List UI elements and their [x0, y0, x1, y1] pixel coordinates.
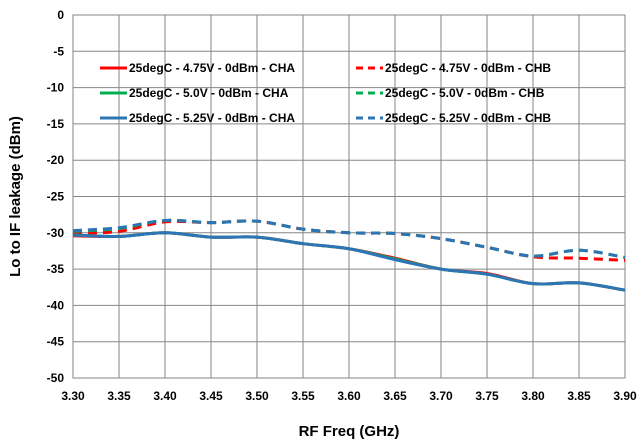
y-tick-label: -10 — [47, 81, 65, 95]
plot-area — [72, 14, 626, 379]
legend-label: 25degC - 5.25V - 0dBm - CHB — [385, 111, 551, 125]
legend-label: 25degC - 5.25V - 0dBm - CHA — [129, 111, 295, 125]
x-tick-label: 3.60 — [337, 389, 361, 403]
y-tick-label: -40 — [47, 298, 65, 312]
x-tick-label: 3.55 — [291, 389, 315, 403]
legend-item: 25degC - 5.25V - 0dBm - CHB — [356, 111, 551, 125]
legend-label: 25degC - 4.75V - 0dBm - CHB — [385, 61, 551, 75]
x-tick-label: 3.45 — [199, 389, 223, 403]
y-tick-label: 0 — [57, 8, 64, 22]
x-tick-label: 3.70 — [429, 389, 453, 403]
y-tick-label: -15 — [47, 117, 65, 131]
legend-label: 25degC - 5.0V - 0dBm - CHA — [129, 86, 289, 100]
y-tick-label: -50 — [47, 371, 65, 385]
y-tick-label: -30 — [47, 226, 65, 240]
legend-item: 25degC - 5.25V - 0dBm - CHA — [100, 111, 295, 125]
x-tick-label: 3.30 — [61, 389, 85, 403]
x-tick-label: 3.75 — [475, 389, 499, 403]
x-tick-label: 3.80 — [521, 389, 545, 403]
legend-item: 25degC - 4.75V - 0dBm - CHB — [356, 61, 551, 75]
legend-item: 25degC - 4.75V - 0dBm - CHA — [100, 61, 295, 75]
legend-item: 25degC - 5.0V - 0dBm - CHA — [100, 86, 289, 100]
y-tick-label: -20 — [47, 153, 65, 167]
series-line-25degc-5-25v-0dbm-chb — [72, 218, 626, 259]
y-axis-title: Lo to IF leakage (dBm) — [7, 116, 24, 277]
y-tick-label: -45 — [47, 335, 65, 349]
legend-item: 25degC - 5.0V - 0dBm - CHB — [356, 86, 545, 100]
legend-label: 25degC - 5.0V - 0dBm - CHB — [385, 86, 545, 100]
x-tick-label: 3.65 — [383, 389, 407, 403]
y-tick-label: -25 — [47, 190, 65, 204]
x-axis-title: RF Freq (GHz) — [299, 423, 400, 440]
legend: 25degC - 4.75V - 0dBm - CHA 25degC - 4.75… — [100, 61, 551, 125]
legend-label: 25degC - 4.75V - 0dBm - CHA — [129, 61, 295, 75]
y-axis-ticks: 0 -5 -10 -15 -20 -25 -30 -35 -40 -45 -50 — [47, 8, 65, 385]
x-tick-label: 3.50 — [245, 389, 269, 403]
x-tick-label: 3.85 — [567, 389, 591, 403]
y-tick-label: -5 — [53, 44, 64, 58]
series-line-25degc-5-25v-0dbm-cha — [72, 231, 626, 292]
x-tick-label: 3.90 — [613, 389, 637, 403]
y-tick-label: -35 — [47, 262, 65, 276]
x-tick-label: 3.40 — [153, 389, 177, 403]
x-tick-label: 3.35 — [107, 389, 131, 403]
x-axis-ticks: 3.30 3.35 3.40 3.45 3.50 3.55 3.60 3.65 3.70 3.75… — [61, 389, 637, 403]
series-layer — [72, 218, 626, 292]
